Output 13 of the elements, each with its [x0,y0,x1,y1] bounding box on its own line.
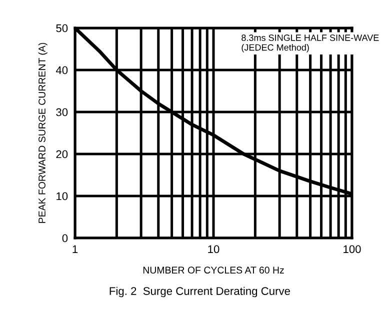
caption: Fig. 2 Surge Current Derating Curve [110,286,290,298]
x-axis-title: NUMBER OF CYCLES AT 60 Hz [143,266,284,274]
y-tick-label: 10 [56,192,68,200]
y-tick-label: 40 [56,66,68,74]
y-tick-label: 0 [62,234,68,242]
y-tick-label: 50 [56,24,68,32]
y-tick-label: 30 [56,108,68,116]
x-tick-label: 1 [72,245,78,253]
x-tick-label: 10 [208,245,220,254]
annotation: 8.3ms SINGLE HALF SINE-WAVE (JEDEC Method) [242,34,379,52]
y-axis-title: PEAK FORWARD SURGE CURRENT (A) [38,42,48,223]
x-tick-label: 100 [344,245,361,254]
y-tick-label: 20 [56,150,68,158]
